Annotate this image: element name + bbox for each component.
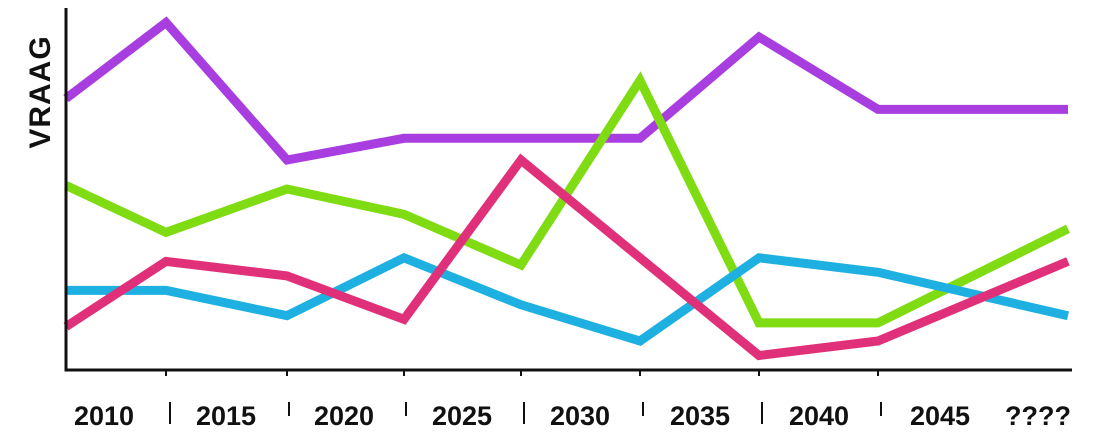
x-tick-label: 2020: [314, 401, 374, 431]
tick-layer: [165, 370, 879, 376]
y-axis-label: VRAAG: [24, 35, 57, 148]
x-tick-label: 2035: [670, 401, 730, 431]
x-tick-label: 2015: [196, 401, 256, 431]
x-tick-label: 2025: [432, 401, 492, 431]
series-line-3: [66, 252, 1070, 346]
x-tick-label: 2010: [74, 401, 134, 431]
series-layer: [63, 16, 1070, 361]
axes: [64, 8, 1072, 372]
x-tick-labels: 2010 2015 2020 2025 2030 2035 2040 2045????: [74, 401, 1071, 431]
series-line-2: [64, 71, 1070, 328]
series-line-4: [63, 153, 1070, 361]
series-line-1: [63, 16, 1068, 165]
x-tick-label: ????: [1005, 401, 1071, 431]
x-tick-label: 2030: [550, 401, 610, 431]
x-tick-label: 2040: [789, 401, 849, 431]
x-tick-label: 2045: [910, 401, 970, 431]
